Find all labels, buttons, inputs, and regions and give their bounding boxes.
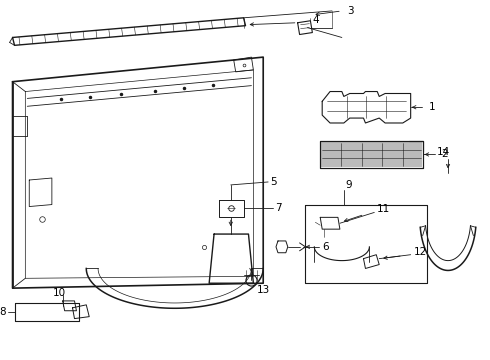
Bar [321,142,422,167]
Text: 1: 1 [428,102,435,112]
Text: 7: 7 [275,203,282,212]
Text: 5: 5 [270,177,277,187]
Text: 9: 9 [346,180,352,190]
Text: 10: 10 [53,288,66,298]
Text: 11: 11 [377,204,391,215]
Text: 3: 3 [347,6,353,16]
Text: 12: 12 [414,247,427,257]
Text: 4: 4 [312,15,319,25]
Text: 2: 2 [441,149,448,159]
Text: 14: 14 [437,147,450,157]
Text: 13: 13 [256,285,270,295]
Text: 8: 8 [0,307,6,317]
Text: 6: 6 [322,242,329,252]
